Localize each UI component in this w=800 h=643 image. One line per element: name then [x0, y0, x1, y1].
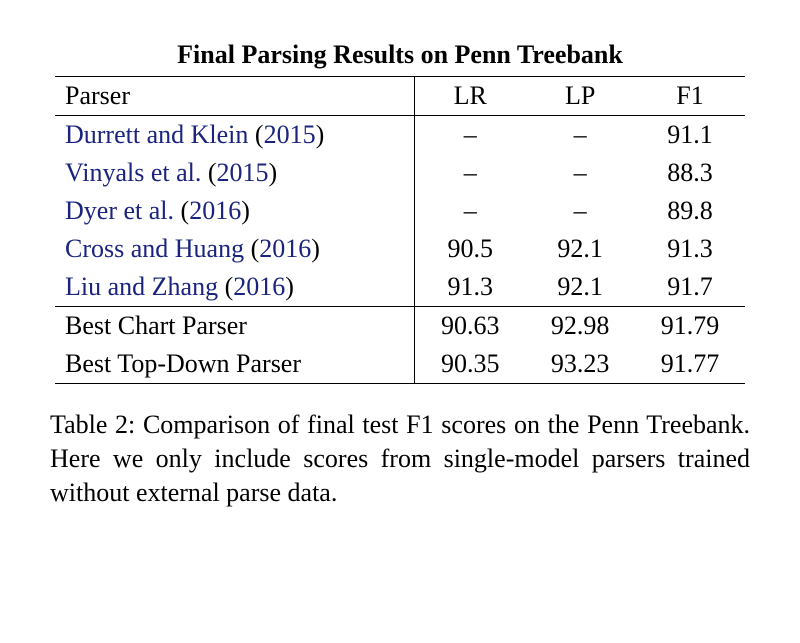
- table-row: Best Top-Down Parser90.3593.2391.77: [55, 345, 745, 384]
- table-row: Best Chart Parser90.6392.9891.79: [55, 307, 745, 346]
- cell-f1: 91.7: [635, 268, 745, 307]
- cell-f1: 91.3: [635, 230, 745, 268]
- cell-lp: –: [525, 154, 635, 192]
- table-row: Liu and Zhang (2016)91.392.191.7: [55, 268, 745, 307]
- cell-lp: –: [525, 192, 635, 230]
- cell-lp: 92.1: [525, 230, 635, 268]
- cell-parser: Vinyals et al. (2015): [55, 154, 415, 192]
- table-row: Dyer et al. (2016)––89.8: [55, 192, 745, 230]
- cell-lr: 90.35: [415, 345, 525, 384]
- table-row: Durrett and Klein (2015)––91.1: [55, 116, 745, 155]
- cell-lp: 92.1: [525, 268, 635, 307]
- cell-lp: 93.23: [525, 345, 635, 384]
- citation-year: 2015: [264, 120, 316, 149]
- table-caption: Table 2: Comparison of final test F1 sco…: [50, 408, 750, 509]
- citation-author: Cross and Huang: [65, 234, 244, 263]
- results-table-container: Final Parsing Results on Penn Treebank P…: [55, 40, 745, 384]
- cell-parser: Durrett and Klein (2015): [55, 116, 415, 155]
- cell-lr: –: [415, 116, 525, 155]
- cell-parser: Best Chart Parser: [55, 307, 415, 346]
- cell-f1: 88.3: [635, 154, 745, 192]
- cell-lr: –: [415, 154, 525, 192]
- citation-year: 2016: [189, 196, 241, 225]
- cell-f1: 91.79: [635, 307, 745, 346]
- table-row: Vinyals et al. (2015)––88.3: [55, 154, 745, 192]
- citation-author: Durrett and Klein: [65, 120, 248, 149]
- cell-f1: 91.77: [635, 345, 745, 384]
- citation-author: Liu and Zhang: [65, 272, 218, 301]
- cell-parser: Liu and Zhang (2016): [55, 268, 415, 307]
- cell-lr: –: [415, 192, 525, 230]
- citation-year: 2016: [233, 272, 285, 301]
- caption-label: Table 2:: [50, 410, 135, 439]
- results-table: Parser LR LP F1 Durrett and Klein (2015)…: [55, 76, 745, 384]
- citation-author: Dyer et al.: [65, 196, 174, 225]
- cell-f1: 89.8: [635, 192, 745, 230]
- citation-year: 2015: [217, 158, 269, 187]
- citation-author: Vinyals et al.: [65, 158, 201, 187]
- cell-parser: Best Top-Down Parser: [55, 345, 415, 384]
- col-header-f1: F1: [635, 77, 745, 116]
- table-title: Final Parsing Results on Penn Treebank: [55, 40, 745, 70]
- cell-parser: Dyer et al. (2016): [55, 192, 415, 230]
- col-header-parser: Parser: [55, 77, 415, 116]
- cell-lp: 92.98: [525, 307, 635, 346]
- cell-lr: 90.5: [415, 230, 525, 268]
- table-header-row: Parser LR LP F1: [55, 77, 745, 116]
- cell-lp: –: [525, 116, 635, 155]
- col-header-lp: LP: [525, 77, 635, 116]
- cell-parser: Cross and Huang (2016): [55, 230, 415, 268]
- citation-year: 2016: [259, 234, 311, 263]
- caption-text: Comparison of final test F1 scores on th…: [50, 410, 750, 507]
- cell-lr: 90.63: [415, 307, 525, 346]
- col-header-lr: LR: [415, 77, 525, 116]
- table-row: Cross and Huang (2016)90.592.191.3: [55, 230, 745, 268]
- cell-lr: 91.3: [415, 268, 525, 307]
- cell-f1: 91.1: [635, 116, 745, 155]
